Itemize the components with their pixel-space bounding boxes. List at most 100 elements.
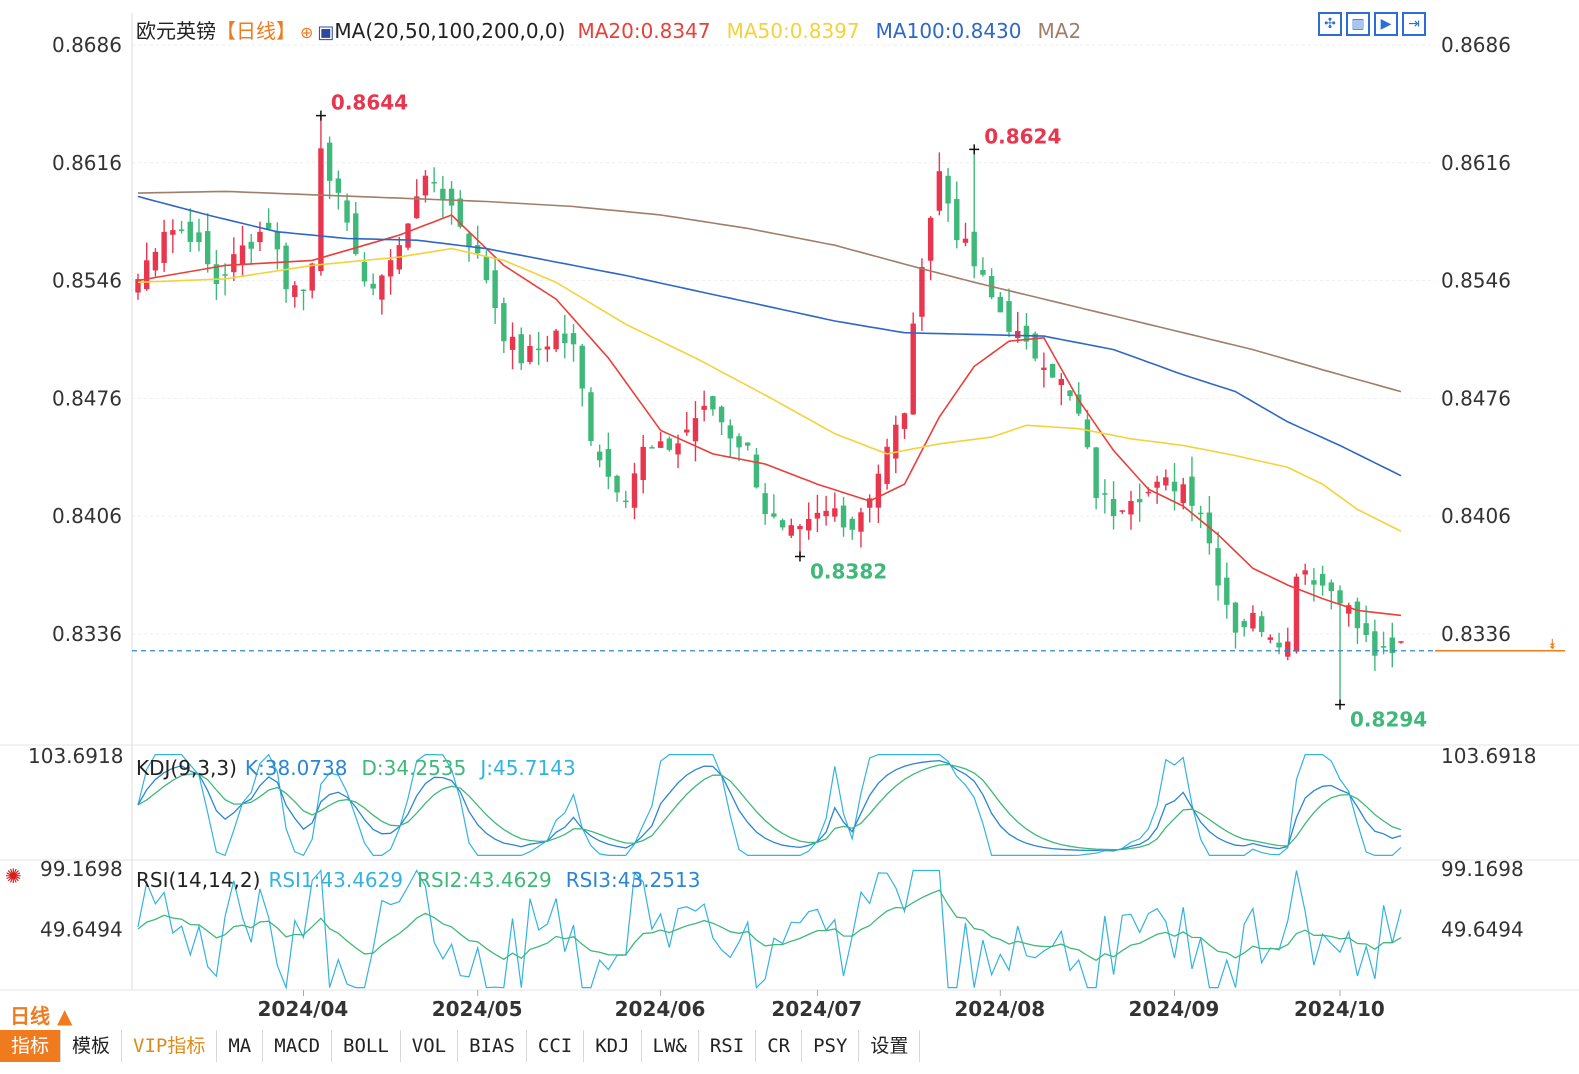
period-label: 日线 bbox=[10, 1004, 50, 1028]
candle-body bbox=[623, 500, 629, 503]
rsi-label: RSI(14,14,2) bbox=[136, 868, 261, 892]
kdj-d-line bbox=[137, 763, 1402, 851]
candle-body bbox=[753, 454, 760, 488]
candle-body bbox=[962, 238, 969, 243]
crosshair-target-icon[interactable]: ✺ bbox=[5, 864, 22, 888]
rsi-legend: RSI(14,14,2) RSI1:43.4629 RSI2:43.4629 RSI3… bbox=[136, 868, 700, 892]
candle-body bbox=[858, 512, 864, 532]
candle-body bbox=[805, 518, 812, 531]
y-tick-label-left: 0.8336 bbox=[52, 622, 122, 646]
candle-body bbox=[318, 148, 324, 272]
candle-body bbox=[1285, 641, 1291, 657]
play-icon[interactable]: ▶ bbox=[1374, 12, 1398, 36]
x-tick-label: 2024/09 bbox=[1129, 997, 1220, 1021]
tab-templates[interactable]: 模板 bbox=[61, 1030, 123, 1062]
candle-body bbox=[1093, 447, 1099, 499]
crosshair-icon[interactable]: ✣ bbox=[1318, 12, 1342, 36]
tab-psy[interactable]: PSY bbox=[802, 1030, 860, 1062]
candle-body bbox=[779, 520, 786, 528]
candle-body bbox=[370, 283, 376, 289]
candle-body bbox=[231, 254, 237, 273]
candle-body bbox=[309, 263, 315, 291]
tab-macd[interactable]: MACD bbox=[263, 1030, 333, 1062]
rsi-y-tick-right: 99.1698 bbox=[1441, 857, 1524, 881]
ma200-value: MA2 bbox=[1037, 19, 1082, 43]
candle-body bbox=[274, 231, 281, 250]
x-tick-label: 2024/10 bbox=[1294, 997, 1385, 1021]
extreme-marker bbox=[794, 551, 805, 562]
ma100-value: MA100:0.8430 bbox=[875, 19, 1022, 43]
candle-body bbox=[422, 175, 429, 196]
extreme-value-label: 0.8382 bbox=[810, 560, 887, 584]
candle-body bbox=[1311, 580, 1317, 585]
settings-circle-icon[interactable]: ⊕ bbox=[300, 23, 314, 42]
extreme-marker bbox=[1335, 699, 1346, 710]
tab-indicators[interactable]: 指标 bbox=[0, 1030, 62, 1062]
candle-body bbox=[1102, 493, 1108, 495]
candle-body bbox=[466, 233, 472, 248]
extreme-value-label: 0.8644 bbox=[331, 91, 408, 115]
candle-body bbox=[893, 424, 899, 459]
candle-body bbox=[1136, 499, 1143, 503]
candle-body bbox=[684, 429, 690, 433]
ma-toggle-icon[interactable]: ▣ bbox=[317, 22, 335, 43]
tab-kdj[interactable]: KDJ bbox=[584, 1030, 642, 1062]
candle-body bbox=[257, 231, 263, 243]
candle-body bbox=[1032, 333, 1038, 359]
candle-body bbox=[1380, 646, 1387, 648]
candle-body bbox=[727, 425, 734, 439]
candle-body bbox=[535, 348, 542, 351]
candle-body bbox=[1319, 573, 1326, 586]
candle-body bbox=[283, 245, 289, 290]
pair-title: 欧元英镑 bbox=[136, 19, 216, 43]
candle-body bbox=[353, 213, 359, 254]
period-selector[interactable]: 日线 ▲ bbox=[10, 1000, 72, 1029]
tab-cci[interactable]: CCI bbox=[527, 1030, 585, 1062]
kdj-y-tick-right: 103.6918 bbox=[1441, 744, 1536, 768]
candle-body bbox=[1276, 642, 1282, 648]
candle-body bbox=[144, 260, 150, 290]
candle-body bbox=[823, 510, 829, 517]
y-tick-label-left: 0.8546 bbox=[52, 269, 122, 293]
rsi-y-tick-left: 99.1698 bbox=[40, 857, 123, 881]
kdj-y-tick-left: 103.6918 bbox=[28, 744, 123, 768]
candle-body bbox=[265, 222, 272, 229]
tab-bias[interactable]: BIAS bbox=[458, 1030, 527, 1062]
zoom-in-icon[interactable]: ▥ bbox=[1346, 12, 1370, 36]
candle-body bbox=[927, 217, 934, 261]
candle-body bbox=[501, 303, 507, 342]
tab-vip-indicators[interactable]: VIP指标 bbox=[122, 1030, 218, 1062]
candle-body bbox=[457, 198, 463, 227]
candle-body bbox=[701, 405, 707, 410]
candle-body bbox=[980, 269, 986, 275]
tab-ma[interactable]: MA bbox=[217, 1030, 264, 1062]
tab-cr[interactable]: CR bbox=[756, 1030, 803, 1062]
period-tag[interactable]: 【日线】 bbox=[216, 19, 296, 43]
tab-vol[interactable]: VOL bbox=[401, 1030, 459, 1062]
candle-body bbox=[1267, 637, 1274, 640]
caret-up-icon: ▲ bbox=[56, 1004, 73, 1028]
candle-body bbox=[596, 451, 603, 461]
candle-body bbox=[675, 443, 681, 455]
candle-body bbox=[692, 418, 699, 442]
tab-settings[interactable]: 设置 bbox=[859, 1030, 921, 1062]
tab-boll[interactable]: BOLL bbox=[332, 1030, 401, 1062]
candle-body bbox=[866, 498, 873, 508]
x-tick-label: 2024/08 bbox=[954, 997, 1045, 1021]
candle-body bbox=[1006, 301, 1012, 332]
tab-rsi[interactable]: RSI bbox=[699, 1030, 757, 1062]
candle-body bbox=[1258, 616, 1265, 633]
candle-body bbox=[335, 178, 342, 193]
candle-body bbox=[1154, 481, 1160, 488]
step-forward-icon[interactable]: ⇥ bbox=[1402, 12, 1426, 36]
candle-body bbox=[170, 230, 176, 235]
tab-lw[interactable]: LW& bbox=[642, 1030, 699, 1062]
candle-body bbox=[248, 241, 254, 249]
candle-body bbox=[788, 525, 794, 536]
candle-body bbox=[875, 473, 882, 508]
candle-body bbox=[579, 345, 585, 389]
candle-body bbox=[1180, 484, 1186, 504]
candle-body bbox=[483, 256, 490, 281]
ma50-value: MA50:0.8397 bbox=[726, 19, 860, 43]
